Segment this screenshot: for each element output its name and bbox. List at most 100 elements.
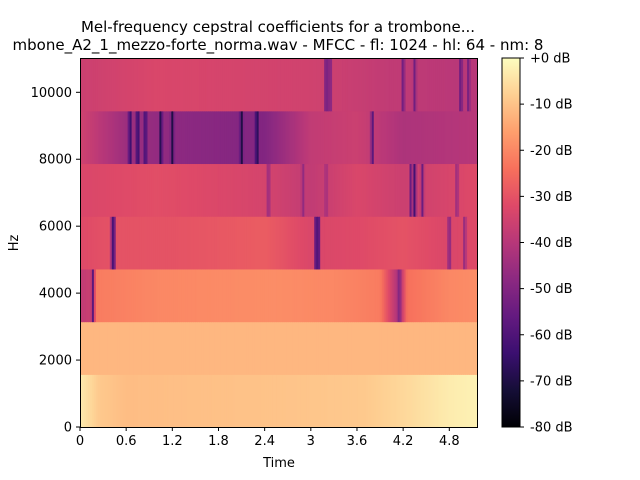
heatmap-cell: [205, 163, 208, 217]
heatmap-cell: [371, 321, 375, 375]
heatmap-cell: [137, 321, 141, 375]
heatmap-cell: [373, 268, 377, 323]
heatmap-cell: [157, 58, 160, 112]
heatmap-cell: [137, 110, 141, 165]
heatmap-cell: [326, 374, 329, 428]
heatmap-cell: [252, 321, 256, 375]
heatmap-cell: [463, 110, 466, 165]
heatmap-cell: [195, 216, 198, 270]
heatmap-cell: [83, 163, 87, 217]
heatmap-cell: [97, 321, 101, 375]
heatmap-cell: [405, 163, 409, 217]
heatmap-cell: [211, 58, 214, 112]
heatmap-cell: [322, 110, 325, 165]
heatmap-cell: [266, 110, 270, 165]
heatmap-cell: [143, 58, 147, 112]
heatmap-cell: [193, 110, 196, 165]
heatmap-cell: [419, 321, 423, 375]
heatmap-cell: [145, 216, 149, 270]
heatmap-cell: [207, 110, 210, 165]
heatmap-cell: [99, 110, 103, 165]
heatmap-cell: [415, 321, 419, 375]
heatmap-cell: [117, 216, 121, 270]
heatmap-cell: [107, 110, 111, 165]
heatmap-cell: [373, 321, 377, 375]
heatmap-cell: [423, 110, 426, 165]
heatmap-cell: [379, 321, 383, 375]
heatmap-cell: [347, 216, 351, 270]
heatmap-cell: [203, 216, 206, 270]
heatmap-cell: [226, 321, 230, 375]
heatmap-cell: [475, 58, 478, 112]
heatmap-cell: [465, 163, 468, 217]
heatmap-cell: [308, 216, 311, 270]
heatmap-cell: [121, 58, 125, 112]
heatmap-cell: [349, 321, 353, 375]
heatmap-cell: [467, 163, 470, 217]
colorbar-tick-label: -10 dB: [530, 98, 573, 113]
heatmap-cell: [201, 374, 204, 428]
heatmap-cell: [274, 268, 278, 323]
heatmap-cell: [115, 268, 119, 323]
heatmap-cell: [85, 58, 89, 112]
y-axis-label: Hz: [7, 235, 22, 252]
heatmap-cell: [222, 321, 226, 375]
heatmap-cell: [471, 110, 474, 165]
heatmap-cell: [459, 58, 462, 112]
heatmap-cell: [268, 268, 272, 323]
heatmap-cell: [135, 58, 139, 112]
heatmap-cell: [179, 374, 182, 428]
heatmap-cell: [365, 58, 369, 112]
heatmap-cell: [101, 58, 105, 112]
heatmap-cell: [181, 374, 184, 428]
heatmap-cell: [431, 321, 434, 375]
heatmap-cell: [409, 216, 413, 270]
heatmap-cell: [252, 216, 256, 270]
heatmap-cell: [340, 268, 343, 323]
heatmap-cell: [258, 216, 262, 270]
heatmap-cell: [443, 110, 446, 165]
heatmap-cell: [209, 268, 212, 323]
heatmap-cell: [359, 374, 363, 428]
heatmap-cell: [242, 163, 246, 217]
heatmap-cell: [294, 374, 297, 428]
heatmap-cell: [395, 58, 399, 112]
heatmap-cell: [381, 110, 385, 165]
heatmap-cell: [224, 110, 228, 165]
heatmap-cell: [101, 216, 105, 270]
heatmap-cell: [435, 374, 438, 428]
heatmap-cell: [95, 163, 99, 217]
heatmap-cell: [308, 110, 311, 165]
heatmap-cell: [415, 58, 419, 112]
heatmap-cell: [91, 58, 95, 112]
heatmap-cell: [359, 110, 363, 165]
heatmap-cell: [405, 58, 409, 112]
heatmap-cell: [336, 216, 339, 270]
heatmap-cell: [147, 321, 151, 375]
heatmap-cell: [330, 163, 333, 217]
heatmap-cell: [256, 110, 260, 165]
heatmap-cell: [207, 374, 210, 428]
heatmap-cell: [80, 58, 83, 112]
heatmap-cell: [429, 268, 432, 323]
heatmap-cell: [340, 110, 343, 165]
heatmap-cell: [260, 268, 264, 323]
heatmap-cell: [159, 321, 162, 375]
heatmap-cell: [377, 58, 381, 112]
heatmap-cell: [306, 163, 309, 217]
heatmap-cell: [270, 321, 274, 375]
heatmap-cell: [131, 110, 135, 165]
heatmap-cell: [326, 216, 329, 270]
heatmap-cell: [266, 216, 270, 270]
heatmap-cell: [304, 321, 307, 375]
heatmap-cell: [377, 163, 381, 217]
heatmap-cell: [395, 374, 399, 428]
heatmap-cell: [189, 110, 192, 165]
heatmap-cell: [302, 268, 305, 323]
heatmap-cell: [224, 216, 228, 270]
heatmap-cell: [224, 321, 228, 375]
heatmap-cell: [103, 110, 107, 165]
heatmap-cell: [336, 374, 339, 428]
heatmap-cell: [177, 58, 180, 112]
